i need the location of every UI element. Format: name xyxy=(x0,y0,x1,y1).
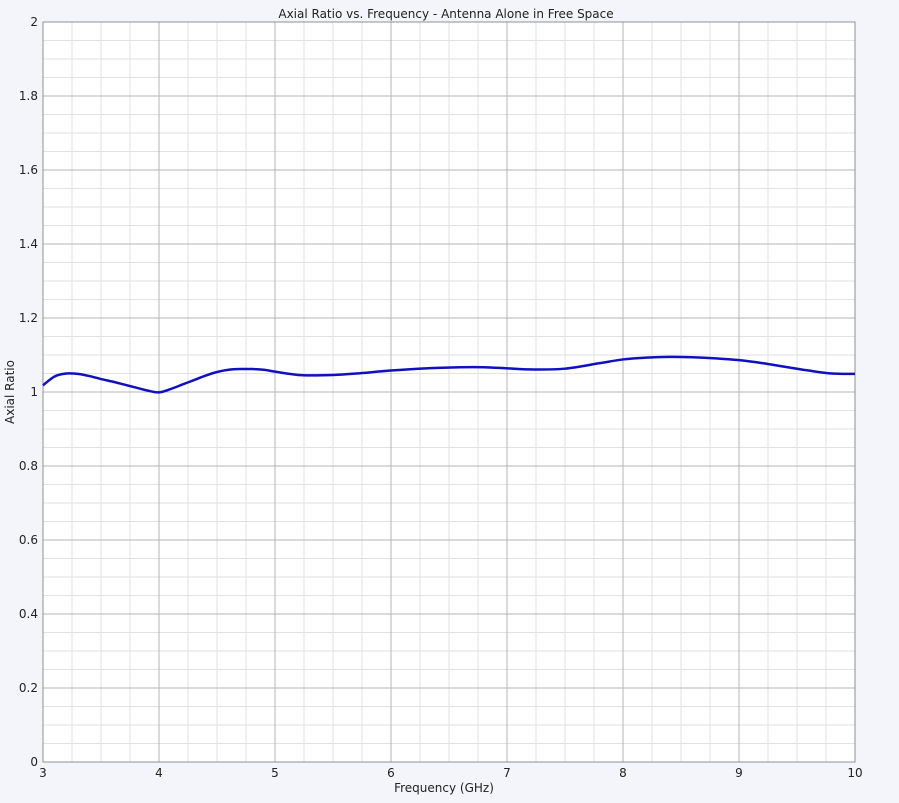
y-tick-label: 0.6 xyxy=(19,533,38,547)
chart-title: Axial Ratio vs. Frequency - Antenna Alon… xyxy=(278,7,613,21)
plot-frame xyxy=(42,21,856,763)
x-tick-label: 5 xyxy=(271,766,279,780)
y-tick-label: 1.6 xyxy=(19,163,38,177)
x-tick-label: 6 xyxy=(387,766,395,780)
y-tick-label: 0 xyxy=(30,755,38,769)
y-tick-label: 1 xyxy=(30,385,38,399)
x-tick-label: 8 xyxy=(619,766,627,780)
x-tick-label: 10 xyxy=(847,766,862,780)
y-axis-label: Axial Ratio xyxy=(3,360,17,424)
y-tick-label: 0.4 xyxy=(19,607,38,621)
y-tick-label: 1.2 xyxy=(19,311,38,325)
x-tick-label: 3 xyxy=(39,766,47,780)
axial-ratio-series-line xyxy=(42,355,856,394)
x-tick-label: 7 xyxy=(503,766,511,780)
y-tick-label: 0.2 xyxy=(19,681,38,695)
y-tick-label: 2 xyxy=(30,15,38,29)
x-tick-label: 4 xyxy=(155,766,163,780)
x-tick-label: 9 xyxy=(735,766,743,780)
y-tick-label: 1.4 xyxy=(19,237,38,251)
x-axis-label: Frequency (GHz) xyxy=(394,781,494,795)
y-tick-label: 0.8 xyxy=(19,459,38,473)
y-tick-label: 1.8 xyxy=(19,89,38,103)
